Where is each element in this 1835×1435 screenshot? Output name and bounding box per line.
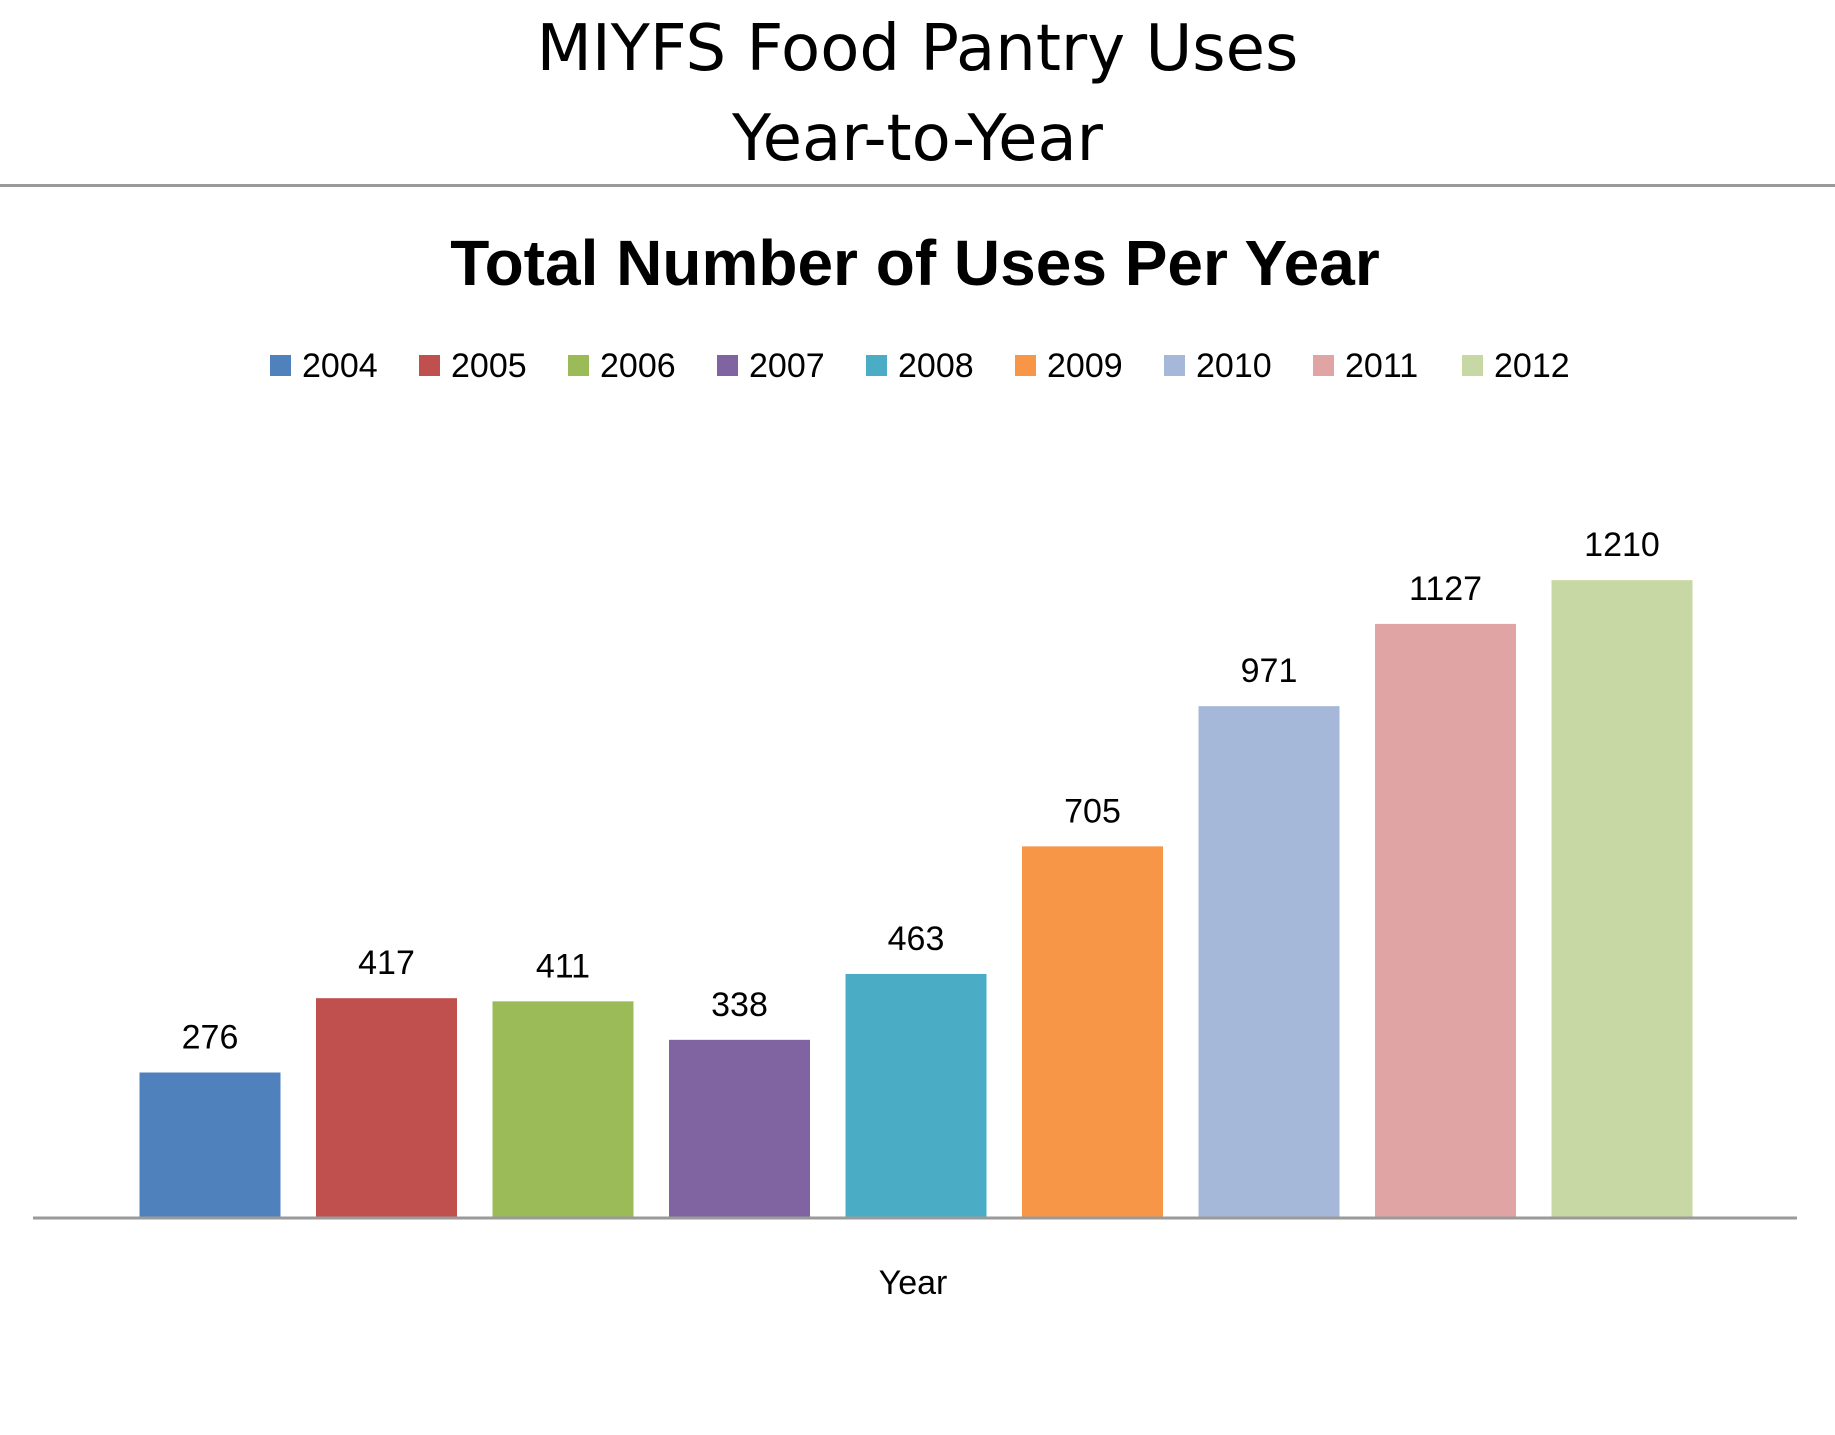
legend-item-2010: 2010: [1164, 347, 1272, 385]
legend-label-2004: 2004: [302, 347, 378, 385]
bar-2011: [1375, 623, 1516, 1218]
data-label-2010: 971: [1241, 652, 1298, 690]
bar-2007: [669, 1039, 810, 1218]
data-label-2006: 411: [536, 947, 590, 985]
legend-label-2012: 2012: [1494, 347, 1570, 385]
legend-label-2005: 2005: [451, 347, 527, 385]
bar-2005: [316, 998, 457, 1218]
legend-label-2006: 2006: [600, 347, 676, 385]
legend-item-2005: 2005: [419, 347, 527, 385]
title-divider: [0, 184, 1835, 187]
legend-item-2012: 2012: [1462, 347, 1570, 385]
legend-swatch-2012: [1462, 355, 1483, 376]
data-labels: 276 417 411 338 463 705 971 1127 1210: [182, 526, 1660, 1056]
chart-title: Total Number of Uses Per Year: [450, 227, 1380, 299]
data-label-2005: 417: [358, 944, 415, 982]
legend-label-2008: 2008: [898, 347, 974, 385]
slide-title-line-1: MIYFS Food Pantry Uses: [536, 12, 1299, 86]
legend-label-2009: 2009: [1047, 347, 1123, 385]
bar-2010: [1198, 706, 1340, 1218]
slide-title: MIYFS Food Pantry Uses Year-to-Year: [0, 4, 1835, 184]
legend-item-2008: 2008: [866, 347, 974, 385]
legend-swatch-2008: [866, 355, 887, 376]
slide-title-line-2: Year-to-Year: [732, 102, 1103, 176]
legend-label-2011: 2011: [1345, 347, 1418, 385]
data-label-2007: 338: [711, 986, 768, 1024]
legend-item-2011: 2011: [1313, 347, 1418, 385]
data-label-2009: 705: [1064, 792, 1121, 830]
legend-swatch-2011: [1313, 355, 1334, 376]
legend-label-2007: 2007: [749, 347, 825, 385]
bar-2004: [139, 1072, 281, 1218]
data-label-2008: 463: [888, 920, 945, 958]
data-label-2012: 1210: [1584, 526, 1660, 564]
bar-2006: [492, 1001, 634, 1218]
bar-2012: [1551, 580, 1693, 1218]
data-label-2004: 276: [182, 1019, 239, 1057]
bar-2009: [1022, 846, 1163, 1218]
bar-series: [139, 580, 1693, 1218]
legend-swatch-2005: [419, 355, 440, 376]
legend-swatch-2004: [270, 355, 291, 376]
legend-item-2009: 2009: [1015, 347, 1123, 385]
legend-swatch-2009: [1015, 355, 1036, 376]
legend-swatch-2007: [717, 355, 738, 376]
chart-legend: 2004 2005 2006 2007 2008 2009 2010 2011 2012: [270, 347, 1570, 385]
legend-item-2007: 2007: [717, 347, 825, 385]
bar-chart: Total Number of Uses Per Year 2004 2005 20…: [33, 227, 1797, 1302]
data-label-2011: 1127: [1409, 570, 1482, 608]
legend-swatch-2006: [568, 355, 589, 376]
legend-item-2004: 2004: [270, 347, 378, 385]
legend-label-2010: 2010: [1196, 347, 1272, 385]
legend-swatch-2010: [1164, 355, 1185, 376]
bar-2008: [845, 973, 987, 1218]
legend-item-2006: 2006: [568, 347, 676, 385]
x-axis-label: Year: [879, 1264, 948, 1302]
